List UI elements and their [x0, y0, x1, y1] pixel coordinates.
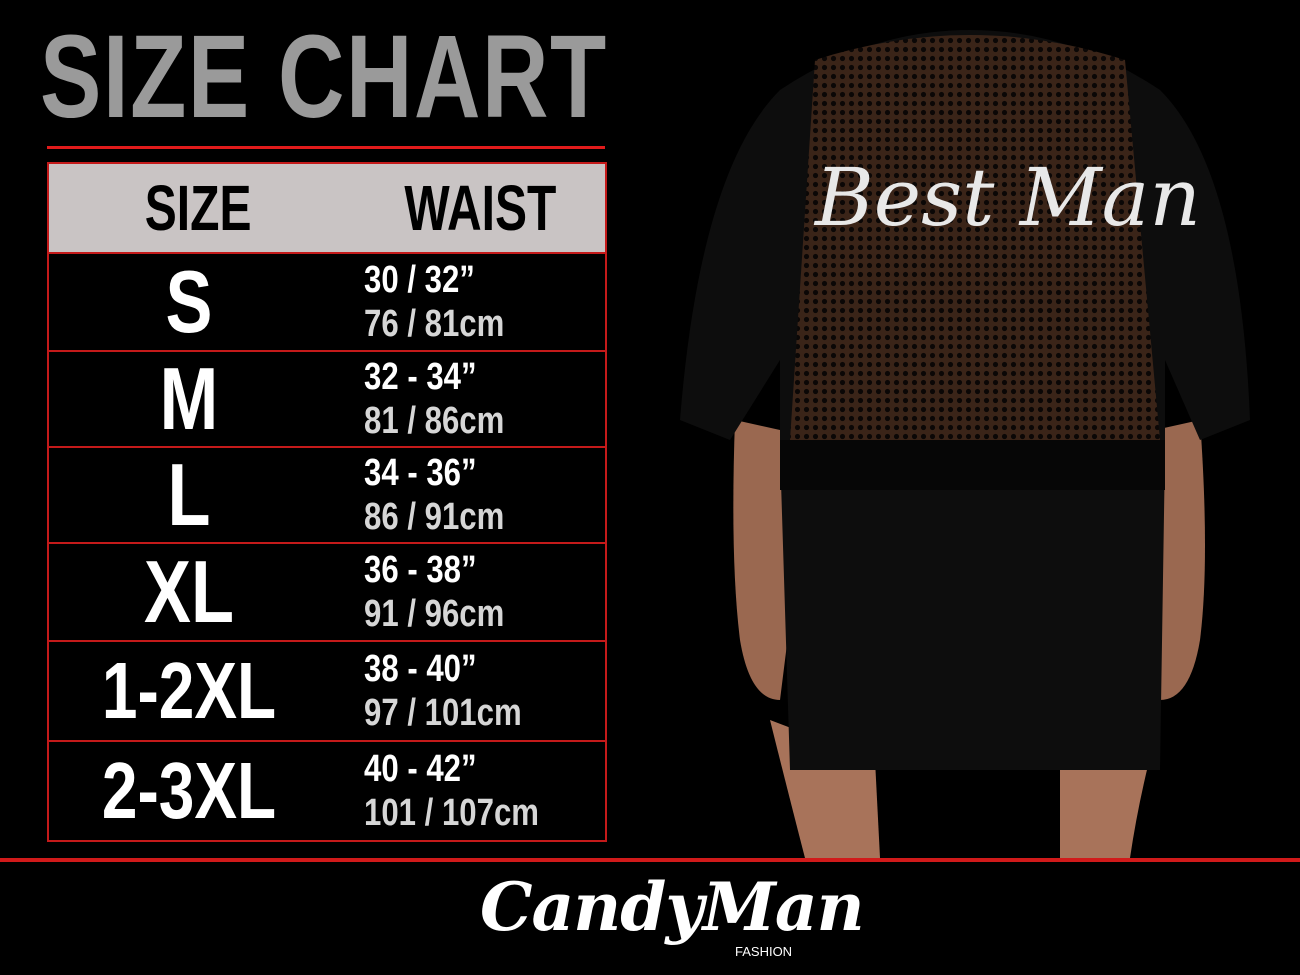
table-row: 2-3XL 40 - 42” 101 / 107cm	[49, 742, 605, 840]
waist-cm: 86 / 91cm	[364, 496, 505, 538]
table-header: SIZE WAIST	[49, 164, 605, 254]
table-row: L 34 - 36” 86 / 91cm	[49, 448, 605, 544]
waist-measurement: 36 - 38” 91 / 96cm	[364, 548, 504, 636]
size-label: L	[167, 445, 211, 544]
waist-inches: 34 - 36”	[364, 452, 477, 494]
brand-logo: CandyMan	[480, 868, 865, 946]
table-row: M 32 - 34” 81 / 86cm	[49, 352, 605, 448]
waist-inches: 40 - 42”	[364, 748, 477, 790]
waist-cm: 91 / 96cm	[364, 593, 505, 635]
waist-measurement: 30 / 32” 76 / 81cm	[364, 258, 504, 346]
waist-measurement: 34 - 36” 86 / 91cm	[364, 451, 504, 539]
waist-cm: 76 / 81cm	[364, 303, 505, 345]
waist-cm: 101 / 107cm	[364, 792, 539, 834]
size-label: XL	[144, 542, 234, 641]
brand-sub: FASHION	[735, 944, 793, 959]
table-row: 1-2XL 38 - 40” 97 / 101cm	[49, 642, 605, 742]
size-table: SIZE WAIST S 30 / 32” 76 / 81cm M 32 - 3…	[47, 162, 607, 842]
size-label: S	[165, 252, 213, 351]
size-label: 2-3XL	[101, 746, 277, 835]
footer-divider	[0, 858, 1300, 862]
garment-print-text: Best Man	[813, 151, 1201, 244]
waist-measurement: 40 - 42” 101 / 107cm	[364, 747, 539, 835]
table-row: XL 36 - 38” 91 / 96cm	[49, 544, 605, 642]
size-label: 1-2XL	[101, 646, 277, 735]
waist-inches: 30 / 32”	[364, 259, 475, 301]
waist-measurement: 38 - 40” 97 / 101cm	[364, 647, 522, 735]
product-photo: Best Man	[680, 30, 1250, 858]
header-size: SIZE	[144, 172, 252, 244]
waist-inches: 38 - 40”	[364, 648, 477, 690]
waist-cm: 97 / 101cm	[364, 692, 522, 734]
waist-inches: 32 - 34”	[364, 356, 477, 398]
waist-inches: 36 - 38”	[364, 549, 477, 591]
title-divider	[47, 146, 605, 149]
page-title: SIZE CHART	[40, 11, 608, 143]
size-label: M	[159, 349, 219, 448]
waist-cm: 81 / 86cm	[364, 400, 505, 442]
header-waist: WAIST	[404, 172, 557, 244]
table-row: S 30 / 32” 76 / 81cm	[49, 254, 605, 352]
waist-measurement: 32 - 34” 81 / 86cm	[364, 355, 504, 443]
